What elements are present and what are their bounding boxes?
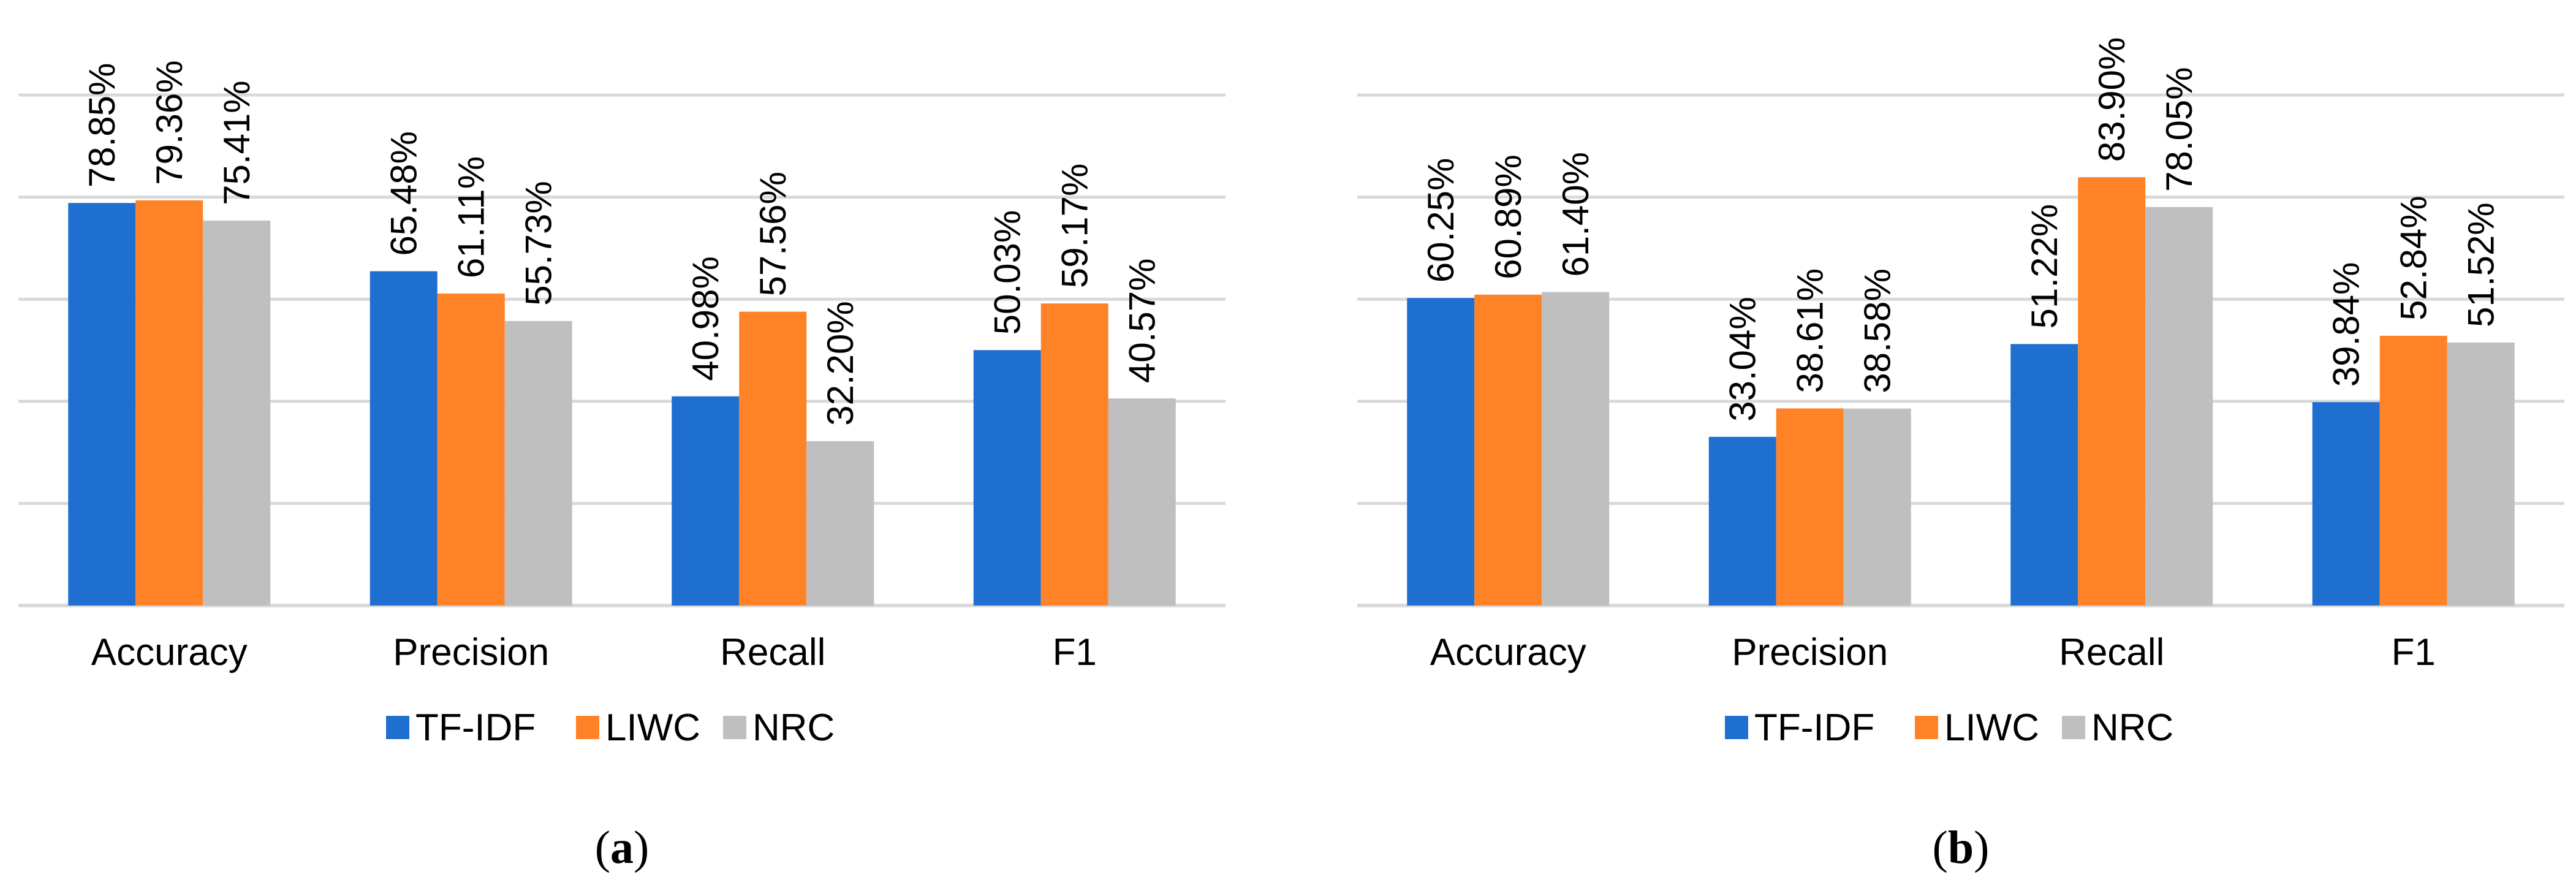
data-label: 38.61% bbox=[1790, 268, 1831, 393]
data-label: 60.89% bbox=[1488, 154, 1529, 279]
bar-tf-idf-recall bbox=[672, 396, 740, 606]
bar-liwc-f1 bbox=[1040, 303, 1108, 606]
bar-tf-idf-precision bbox=[369, 271, 438, 606]
bar-nrc-f1 bbox=[1108, 398, 1176, 606]
data-label: 61.40% bbox=[1555, 152, 1596, 277]
data-label: 38.58% bbox=[1857, 268, 1898, 393]
category-label-f1: F1 bbox=[2392, 631, 2436, 674]
data-label: 50.03% bbox=[987, 210, 1028, 335]
category-label-recall: Recall bbox=[720, 631, 825, 674]
bar-tf-idf-precision bbox=[1708, 436, 1776, 606]
data-label: 83.90% bbox=[2091, 37, 2132, 162]
legend-swatch-nrc bbox=[723, 716, 746, 739]
data-label: 78.05% bbox=[2159, 67, 2200, 192]
bar-nrc-accuracy bbox=[1542, 292, 1610, 606]
bar-liwc-accuracy bbox=[1474, 294, 1542, 606]
bar-tf-idf-accuracy bbox=[68, 203, 136, 606]
data-label: 40.57% bbox=[1122, 259, 1163, 384]
category-label-accuracy: Accuracy bbox=[91, 631, 248, 674]
data-label: 32.20% bbox=[820, 301, 861, 426]
chart-panel-b: 60.25% 60.89% 61.40% Accuracy 33.04% 38.61% 38… bbox=[1357, 37, 2564, 873]
legend-label-tf-idf: TF-IDF bbox=[1754, 707, 1874, 749]
data-label: 51.52% bbox=[2461, 202, 2502, 327]
legend-swatch-liwc bbox=[576, 716, 599, 739]
legend-label-liwc: LIWC bbox=[605, 707, 700, 749]
bar-liwc-accuracy bbox=[135, 200, 203, 606]
data-label: 55.73% bbox=[518, 181, 559, 306]
bar-nrc-precision bbox=[1843, 408, 1911, 606]
category-label-precision: Precision bbox=[393, 631, 549, 674]
data-label: 79.36% bbox=[149, 60, 190, 185]
bar-nrc-recall bbox=[2145, 207, 2213, 606]
category-label-accuracy: Accuracy bbox=[1430, 631, 1586, 674]
data-label: 51.22% bbox=[2024, 204, 2065, 329]
legend-label-tf-idf: TF-IDF bbox=[415, 707, 536, 749]
bar-nrc-accuracy bbox=[203, 220, 271, 606]
bar-liwc-precision bbox=[1776, 408, 1844, 606]
legend-swatch-nrc bbox=[2062, 716, 2085, 739]
data-label: 59.17% bbox=[1055, 164, 1096, 289]
bar-liwc-precision bbox=[437, 293, 505, 606]
legend-swatch-liwc bbox=[1915, 716, 1938, 739]
category-label-recall: Recall bbox=[2059, 631, 2164, 674]
category-label-precision: Precision bbox=[1732, 631, 1888, 674]
data-label: 52.84% bbox=[2393, 196, 2434, 321]
data-label: 75.41% bbox=[216, 80, 257, 205]
legend-swatch-tf-idf bbox=[1725, 716, 1748, 739]
bar-tf-idf-accuracy bbox=[1407, 298, 1475, 606]
data-label: 40.98% bbox=[685, 256, 726, 381]
bar-tf-idf-recall bbox=[2010, 344, 2078, 606]
panel-label: (a) bbox=[595, 822, 650, 873]
bar-tf-idf-f1 bbox=[973, 350, 1041, 606]
bar-liwc-recall bbox=[2078, 177, 2146, 606]
data-label: 60.25% bbox=[1420, 158, 1461, 283]
data-label: 65.48% bbox=[384, 131, 425, 256]
bar-nrc-f1 bbox=[2447, 342, 2515, 606]
category-label-f1: F1 bbox=[1053, 631, 1097, 674]
legend-label-nrc: NRC bbox=[2091, 707, 2173, 749]
legend: TF-IDF LIWC NRC bbox=[1725, 707, 2173, 749]
legend-label-nrc: NRC bbox=[752, 707, 835, 749]
data-label: 39.84% bbox=[2326, 262, 2367, 387]
bar-tf-idf-f1 bbox=[2312, 402, 2380, 606]
chart-panel-a: 78.85% 79.36% 75.41% Accuracy 65.48% 61.11% 55… bbox=[18, 60, 1225, 873]
panel-label: (b) bbox=[1933, 822, 1990, 873]
data-label: 57.56% bbox=[752, 172, 794, 297]
legend-swatch-tf-idf bbox=[386, 716, 409, 739]
data-label: 61.11% bbox=[451, 156, 492, 278]
bar-nrc-precision bbox=[504, 321, 572, 606]
bar-liwc-recall bbox=[739, 311, 807, 606]
data-label: 33.04% bbox=[1722, 297, 1763, 422]
legend: TF-IDF LIWC NRC bbox=[386, 707, 835, 749]
bar-nrc-recall bbox=[806, 441, 874, 606]
data-label: 78.85% bbox=[81, 63, 123, 188]
bar-liwc-f1 bbox=[2379, 335, 2447, 606]
legend-label-liwc: LIWC bbox=[1944, 707, 2039, 749]
